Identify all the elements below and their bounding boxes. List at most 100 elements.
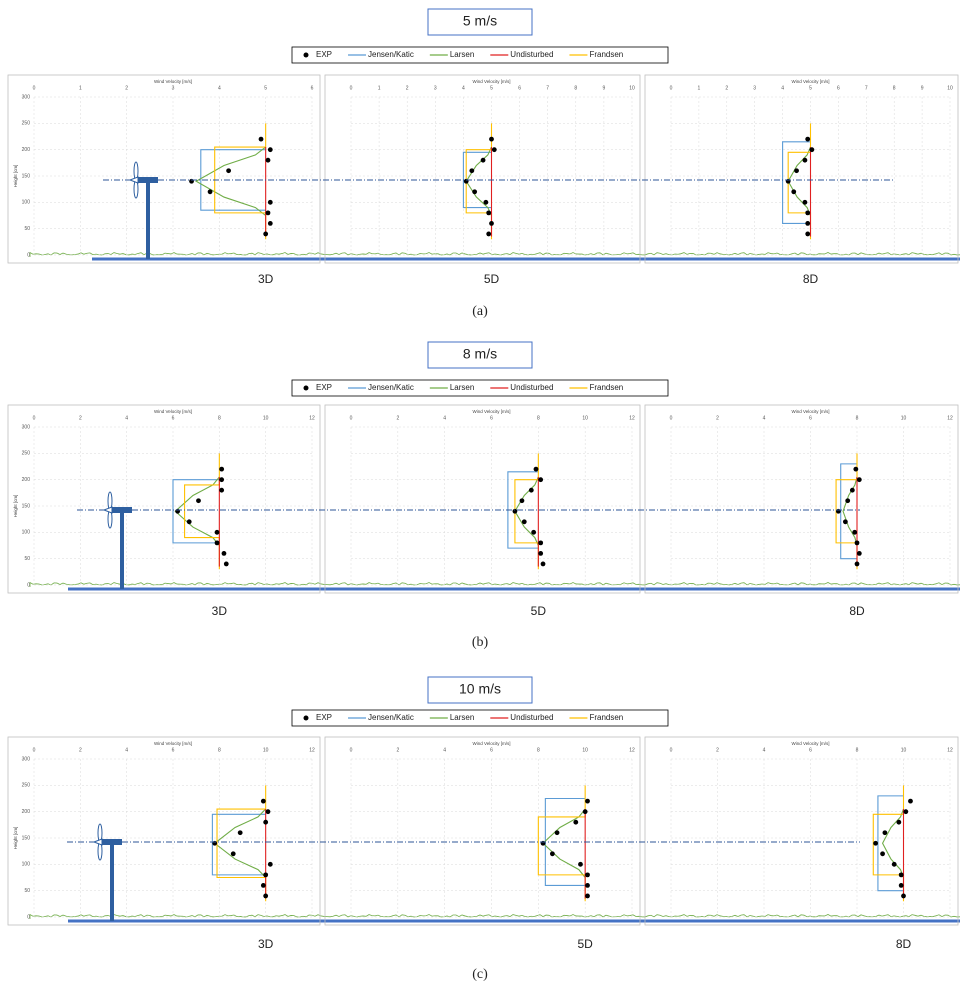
exp-point (214, 540, 220, 546)
y-tick-label: 250 (22, 451, 31, 457)
exp-point (260, 798, 266, 804)
x-tick-label: 1 (698, 85, 701, 91)
y-tick-label: 150 (22, 173, 31, 179)
profile-line (787, 146, 812, 216)
y-tick-label: 150 (22, 835, 31, 841)
x-tick-label: 6 (518, 85, 521, 91)
legend-marker (303, 52, 309, 58)
exp-point (483, 199, 489, 205)
distance-label: 5D (531, 604, 547, 618)
x-tick-label: 2 (716, 415, 719, 421)
chart-frame (324, 74, 641, 264)
distance-label: 8D (849, 604, 865, 618)
legend-label: Jensen/Katic (368, 383, 414, 392)
legend-label: Undisturbed (510, 50, 553, 59)
x-tick-label: 10 (263, 747, 269, 753)
x-tick-label: 8 (574, 85, 577, 91)
profile-line (214, 123, 267, 240)
legend-box (291, 379, 669, 397)
profile-line (211, 813, 266, 876)
x-tick-label: 10 (901, 415, 907, 421)
exp-point (842, 519, 848, 525)
chart-frame (644, 404, 959, 594)
legend-label: Frandsen (589, 713, 623, 722)
legend-marker (303, 715, 309, 721)
exp-point (554, 830, 560, 836)
x-axis-title: Wind Velocity [m/s] (791, 409, 829, 414)
x-tick-label: 12 (629, 415, 635, 421)
x-tick-label: 7 (546, 85, 549, 91)
x-tick-label: 8 (856, 415, 859, 421)
distance-label: 8D (803, 272, 819, 286)
exp-point (230, 851, 236, 857)
y-tick-label: 100 (22, 862, 31, 868)
x-tick-label: 5 (264, 85, 267, 91)
profile-line (200, 149, 266, 211)
y-tick-label: 300 (22, 94, 31, 100)
chart-frame (7, 74, 321, 264)
legend-box (291, 46, 669, 64)
y-tick-label: 200 (22, 809, 31, 815)
exp-point (891, 861, 897, 867)
x-tick-label: 0 (670, 415, 673, 421)
exp-point (186, 519, 192, 525)
exp-point (531, 529, 537, 535)
y-tick-label: 300 (22, 756, 31, 762)
x-tick-label: 6 (311, 85, 314, 91)
exp-point (491, 147, 497, 153)
x-tick-label: 12 (629, 747, 635, 753)
exp-point (853, 466, 859, 472)
exp-point (519, 498, 525, 504)
x-axis-title: Wind Velocity [m/s] (154, 741, 192, 746)
profile-line (174, 476, 220, 546)
x-tick-label: 0 (350, 415, 353, 421)
x-tick-label: 12 (947, 747, 953, 753)
y-tick-label: 300 (22, 424, 31, 430)
exp-point (267, 199, 273, 205)
chart-frame (7, 404, 321, 594)
chart-frame (644, 736, 959, 926)
x-tick-label: 3 (434, 85, 437, 91)
exp-point (880, 851, 885, 857)
x-tick-label: 6 (809, 747, 812, 753)
profile-line (782, 141, 811, 224)
y-tick-label: 0 (27, 582, 30, 588)
y-tick-label: 200 (22, 477, 31, 483)
legend-label: EXP (316, 383, 332, 392)
x-tick-label: 2 (396, 747, 399, 753)
exp-point (549, 851, 555, 857)
profile-line (195, 146, 267, 216)
chart-frame (644, 74, 959, 264)
x-tick-label: 4 (781, 85, 784, 91)
x-tick-label: 7 (865, 85, 868, 91)
x-tick-label: 0 (350, 85, 353, 91)
x-tick-label: 2 (406, 85, 409, 91)
exp-point (538, 551, 544, 556)
exp-point (802, 157, 808, 163)
y-axis-title: Height [cm] (13, 495, 18, 518)
hub (128, 176, 139, 184)
exp-point (540, 561, 546, 567)
legend-label: EXP (316, 713, 332, 722)
distance-label: 5D (577, 937, 593, 951)
exp-point (791, 189, 797, 195)
speed-title: 8 m/s (463, 346, 497, 362)
x-tick-label: 4 (125, 747, 128, 753)
x-tick-label: 8 (537, 747, 540, 753)
x-tick-label: 1 (378, 85, 381, 91)
distance-label: 5D (484, 272, 500, 286)
grass (29, 913, 960, 919)
y-tick-label: 50 (24, 888, 30, 894)
exp-point (856, 477, 862, 483)
speed-box (427, 8, 533, 36)
exp-point (854, 561, 860, 567)
x-tick-label: 2 (396, 415, 399, 421)
exp-point (265, 157, 271, 163)
exp-point (898, 883, 904, 888)
legend-label: Frandsen (589, 50, 623, 59)
exp-point (219, 466, 225, 472)
distance-label: 3D (258, 937, 274, 951)
distance-label: 3D (258, 272, 274, 286)
exp-point (538, 540, 544, 546)
exp-point (849, 487, 855, 493)
